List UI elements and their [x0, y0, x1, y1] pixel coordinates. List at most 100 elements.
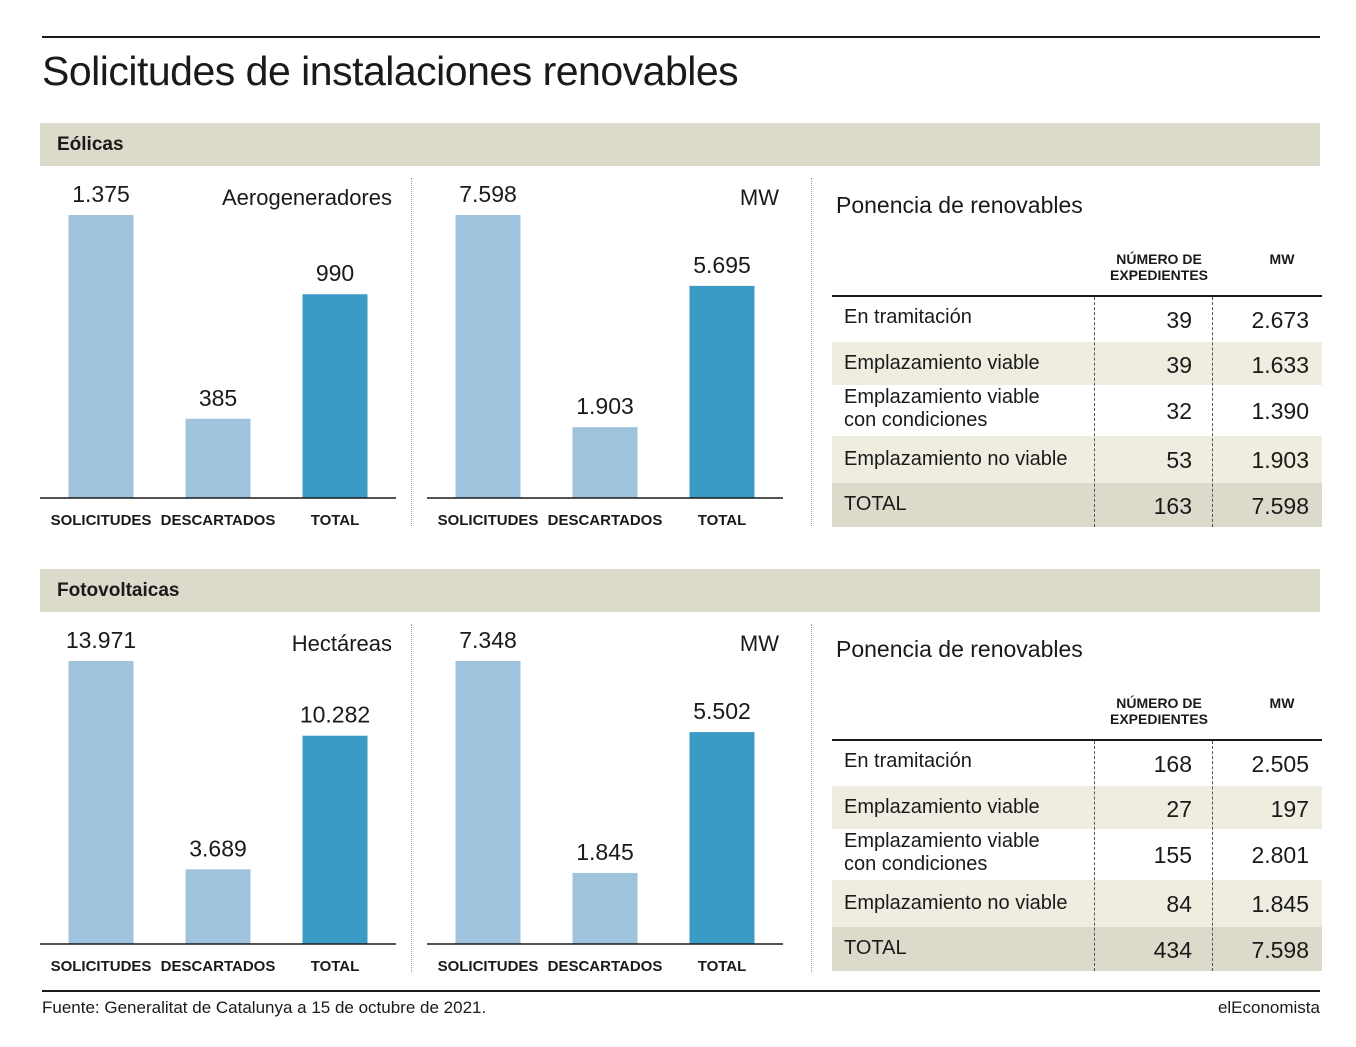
row-label-line: En tramitación	[844, 306, 972, 328]
bar-chart-hectareas: Hectáreas 13.971 SOLICITUDES 3.689 DESCARTAD…	[40, 627, 396, 975]
column-header-line: EXPEDIENTES	[1109, 711, 1209, 727]
category-label: DESCARTADOS	[161, 512, 276, 529]
bar-total	[302, 735, 368, 944]
row-label-line: con condiciones	[844, 853, 988, 875]
table-row: Emplazamiento viable con condiciones 155…	[832, 829, 1322, 880]
row-expedientes: 168	[1153, 751, 1192, 777]
top-rule	[42, 36, 1320, 38]
bar-value-label: 5.502	[693, 698, 751, 724]
row-label: Emplazamiento viable	[844, 352, 1040, 375]
chart-divider	[811, 178, 812, 526]
row-mw: 2.673	[1251, 307, 1309, 333]
row-expedientes: 39	[1166, 307, 1192, 333]
section-band-eolicas: Eólicas	[40, 123, 1320, 166]
category-label: DESCARTADOS	[161, 958, 276, 975]
bar-descartados	[185, 869, 251, 944]
table-title: Ponencia de renovables	[836, 192, 1083, 218]
table-row: Emplazamiento viable con condiciones 32 …	[832, 385, 1322, 436]
bar-value-label: 3.689	[189, 835, 247, 861]
bottom-rule	[42, 990, 1320, 992]
table-row-total: TOTAL 434 7.598	[832, 927, 1322, 971]
row-label-line: Emplazamiento viable	[844, 352, 1040, 374]
row-mw: 197	[1270, 796, 1309, 822]
column-separator	[1094, 741, 1095, 971]
category-label: SOLICITUDES	[438, 958, 539, 975]
bar-value-label: 1.845	[576, 839, 634, 865]
row-mw: 7.598	[1251, 937, 1309, 963]
bar-value-label: 1.375	[72, 181, 130, 207]
table-row-total: TOTAL 163 7.598	[832, 483, 1322, 527]
bar-descartados	[572, 427, 638, 498]
row-expedientes: 27	[1166, 796, 1192, 822]
row-label-line: TOTAL	[844, 937, 907, 959]
category-label: TOTAL	[311, 512, 360, 529]
column-header-expedientes: NÚMERO DE EXPEDIENTES	[1094, 251, 1224, 283]
bar-value-label: 5.695	[693, 252, 751, 278]
row-label-line: Emplazamiento no viable	[844, 892, 1068, 914]
bar-value-label: 1.903	[576, 393, 634, 419]
row-label: TOTAL	[844, 493, 907, 516]
brand-logo-text: elEconomista	[1217, 998, 1320, 1017]
chart-divider	[811, 624, 812, 972]
header-rule	[832, 739, 1322, 741]
bar-total	[689, 732, 755, 944]
row-label: En tramitación	[844, 750, 972, 773]
bar-solicitudes	[455, 215, 521, 498]
table-title: Ponencia de renovables	[836, 636, 1083, 662]
chart-unit-label: MW	[740, 185, 779, 210]
row-expedientes: 39	[1166, 352, 1192, 378]
row-label-line: Emplazamiento no viable	[844, 448, 1068, 470]
row-expedientes: 434	[1153, 937, 1192, 963]
row-mw: 7.598	[1251, 493, 1309, 519]
section-label: Eólicas	[57, 134, 124, 155]
row-mw: 2.801	[1251, 842, 1309, 868]
bar-solicitudes	[68, 661, 134, 944]
bar-total	[689, 285, 755, 498]
bar-descartados	[185, 418, 251, 498]
bar-total	[302, 294, 368, 498]
category-label: TOTAL	[698, 512, 747, 529]
row-label: En tramitación	[844, 306, 972, 329]
row-mw: 1.633	[1251, 352, 1309, 378]
row-expedientes: 84	[1166, 891, 1192, 917]
row-mw: 2.505	[1251, 751, 1309, 777]
column-separator	[1094, 297, 1095, 527]
column-separator	[1212, 297, 1213, 527]
category-label: SOLICITUDES	[438, 512, 539, 529]
row-mw: 1.903	[1251, 447, 1309, 473]
column-header-line: NÚMERO DE	[1116, 251, 1202, 267]
table-ponencia-eolicas: Ponencia de renovables NÚMERO DE EXPEDIE…	[832, 178, 1322, 530]
row-label-line: En tramitación	[844, 750, 972, 772]
column-header-line: NÚMERO DE	[1116, 695, 1202, 711]
table-row: En tramitación 168 2.505	[832, 741, 1322, 786]
chart-unit-label: MW	[740, 631, 779, 656]
chart-divider	[411, 178, 412, 526]
table-row: Emplazamiento viable 39 1.633	[832, 342, 1322, 385]
bar-value-label: 990	[316, 260, 354, 286]
row-label-line: Emplazamiento viable	[844, 386, 1040, 408]
chart-divider	[411, 624, 412, 972]
row-label: Emplazamiento viable	[844, 796, 1040, 819]
row-label: Emplazamiento viable con condiciones	[844, 386, 1040, 432]
row-label-line: Emplazamiento viable	[844, 830, 1040, 852]
column-header-expedientes: NÚMERO DE EXPEDIENTES	[1094, 695, 1224, 727]
column-header-line: EXPEDIENTES	[1109, 267, 1209, 283]
bar-solicitudes	[455, 661, 521, 944]
chart-unit-label: Aerogeneradores	[222, 185, 392, 210]
column-separator	[1212, 741, 1213, 971]
section-band-fotovoltaicas: Fotovoltaicas	[40, 569, 1320, 612]
row-expedientes: 163	[1153, 493, 1192, 519]
bar-value-label: 385	[199, 385, 237, 411]
row-expedientes: 32	[1166, 398, 1192, 424]
category-label: TOTAL	[698, 958, 747, 975]
row-expedientes: 155	[1153, 842, 1192, 868]
table-row: Emplazamiento no viable 84 1.845	[832, 880, 1322, 927]
row-label: Emplazamiento no viable	[844, 448, 1067, 471]
row-mw: 1.845	[1251, 891, 1309, 917]
bar-solicitudes	[68, 215, 134, 498]
row-expedientes: 53	[1166, 447, 1192, 473]
section-label: Fotovoltaicas	[57, 580, 180, 601]
bar-chart-fotovoltaicas-mw: MW 7.348 SOLICITUDES 1.845 DESCARTADOS 5.502 T…	[427, 627, 783, 975]
bar-chart-eolicas-mw: MW 7.598 SOLICITUDES 1.903 DESCARTADOS 5.695 T…	[427, 181, 783, 529]
bar-value-label: 10.282	[300, 702, 370, 728]
